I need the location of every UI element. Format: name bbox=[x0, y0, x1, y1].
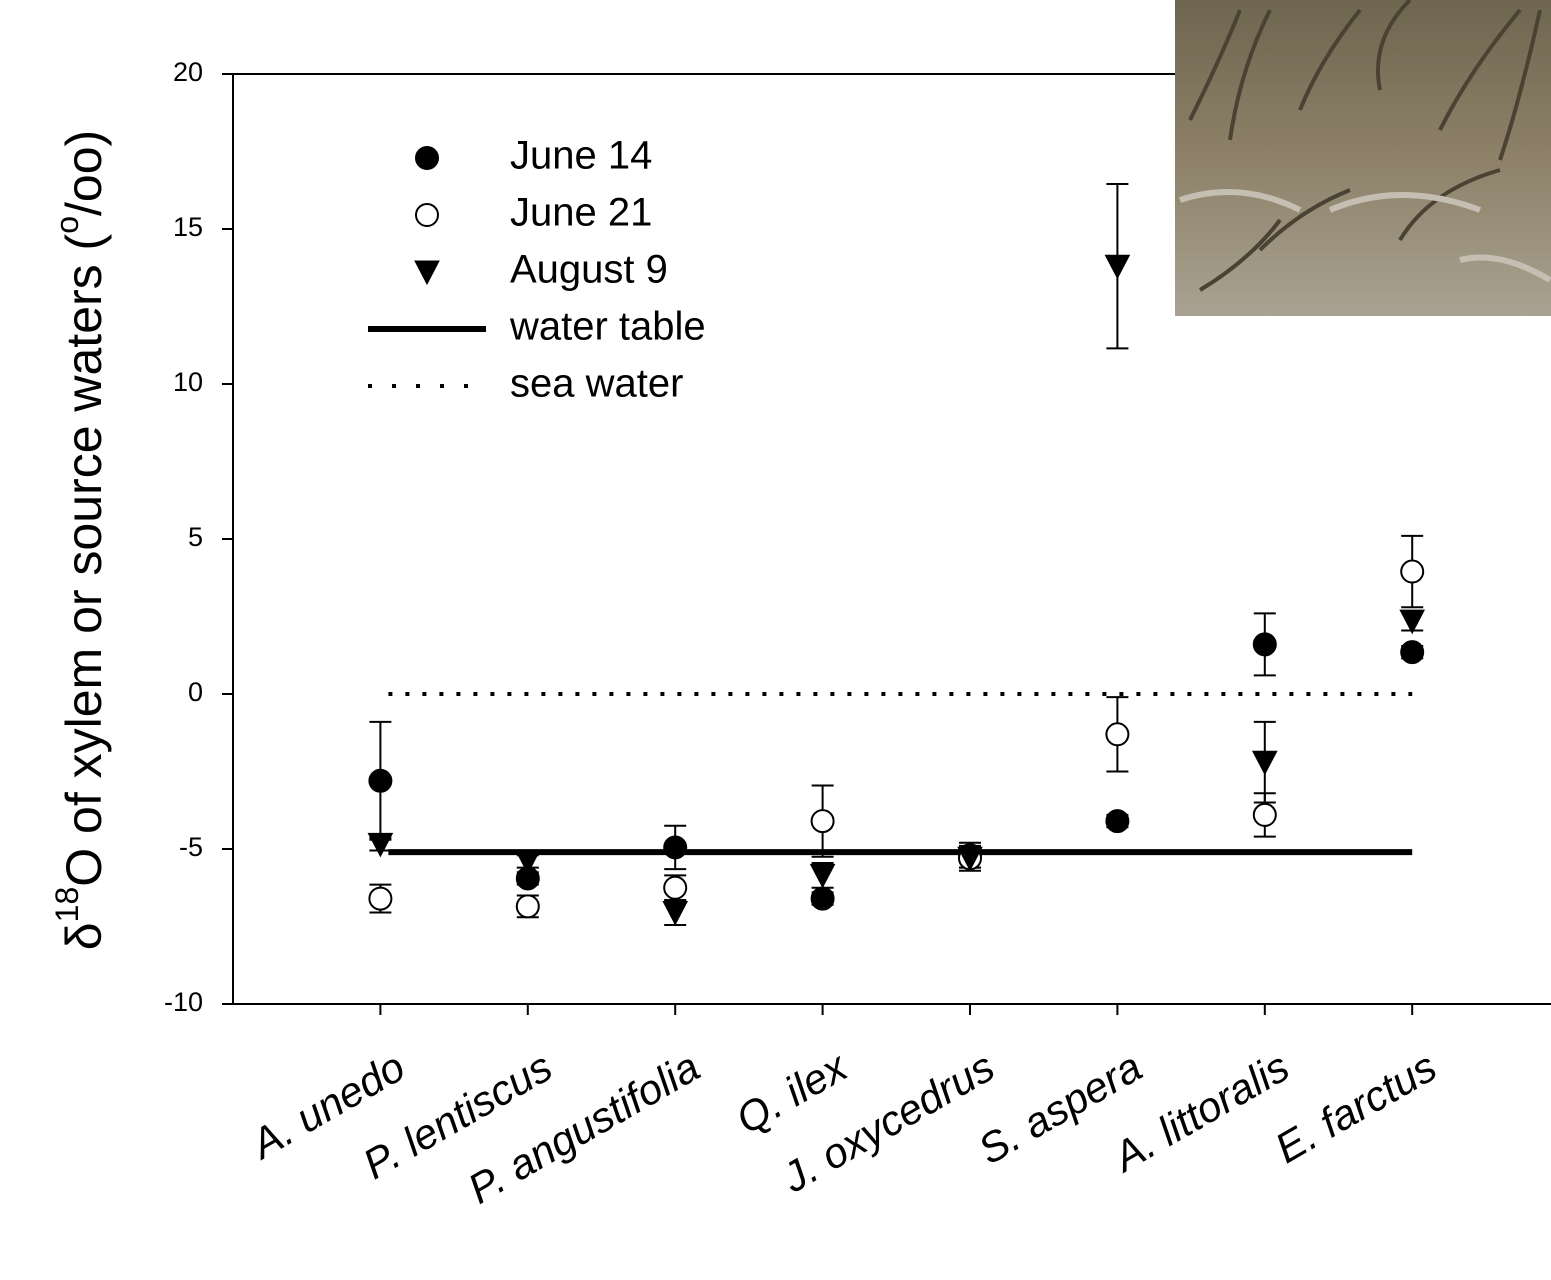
legend-label: sea water bbox=[510, 362, 683, 406]
y-axis-label: δ18O of xylem or source waters (o/oo) bbox=[49, 130, 112, 950]
y-label-sup: o bbox=[49, 216, 85, 234]
marker bbox=[1106, 810, 1128, 832]
y-tick-label: -5 bbox=[179, 832, 203, 862]
legend-label: June 21 bbox=[510, 191, 652, 235]
marker bbox=[1253, 751, 1277, 774]
y-label-part: δ bbox=[56, 922, 112, 950]
marker bbox=[812, 888, 834, 910]
legend-label: August 9 bbox=[510, 248, 668, 292]
y-tick-label: 20 bbox=[173, 57, 203, 87]
x-tick-label: E. farctus bbox=[1267, 1043, 1444, 1172]
y-label-part: O of xylem or source waters ( bbox=[56, 233, 112, 886]
legend-marker bbox=[416, 147, 438, 169]
marker bbox=[1254, 804, 1276, 826]
y-tick-label: 5 bbox=[188, 522, 203, 552]
y-tick-label: 10 bbox=[173, 367, 203, 397]
y-tick-label: 15 bbox=[173, 212, 203, 242]
y-label-sup: 18 bbox=[49, 887, 85, 923]
page: δ18O of xylem or source waters (o/oo) -1… bbox=[0, 0, 1551, 1280]
y-tick-label: -10 bbox=[164, 987, 203, 1017]
marker bbox=[663, 902, 687, 925]
marker bbox=[1254, 633, 1276, 655]
marker bbox=[369, 888, 391, 910]
marker bbox=[1105, 255, 1129, 278]
marker bbox=[1401, 641, 1423, 663]
marker bbox=[1106, 723, 1128, 745]
legend-marker bbox=[415, 261, 439, 284]
marker bbox=[812, 810, 834, 832]
legend-marker bbox=[416, 204, 438, 226]
y-tick-label: 0 bbox=[188, 677, 203, 707]
y-label-part: /oo) bbox=[56, 130, 112, 216]
marker bbox=[369, 770, 391, 792]
marker bbox=[664, 877, 686, 899]
marker bbox=[664, 836, 686, 858]
marker bbox=[517, 895, 539, 917]
chart: δ18O of xylem or source waters (o/oo) -1… bbox=[0, 0, 1551, 1280]
legend-label: water table bbox=[509, 305, 706, 349]
marker bbox=[811, 864, 835, 887]
marker bbox=[1401, 561, 1423, 583]
photo bbox=[1175, 0, 1551, 316]
legend-label: June 14 bbox=[510, 134, 652, 178]
